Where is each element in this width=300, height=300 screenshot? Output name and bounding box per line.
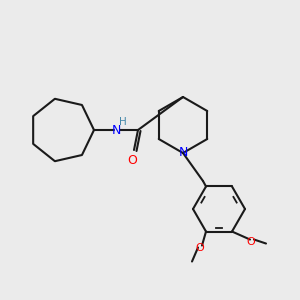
Text: N: N [111, 124, 121, 136]
Text: O: O [247, 236, 255, 247]
Text: N: N [178, 146, 188, 160]
Text: H: H [119, 117, 127, 127]
Text: O: O [196, 242, 204, 253]
Text: O: O [127, 154, 137, 166]
